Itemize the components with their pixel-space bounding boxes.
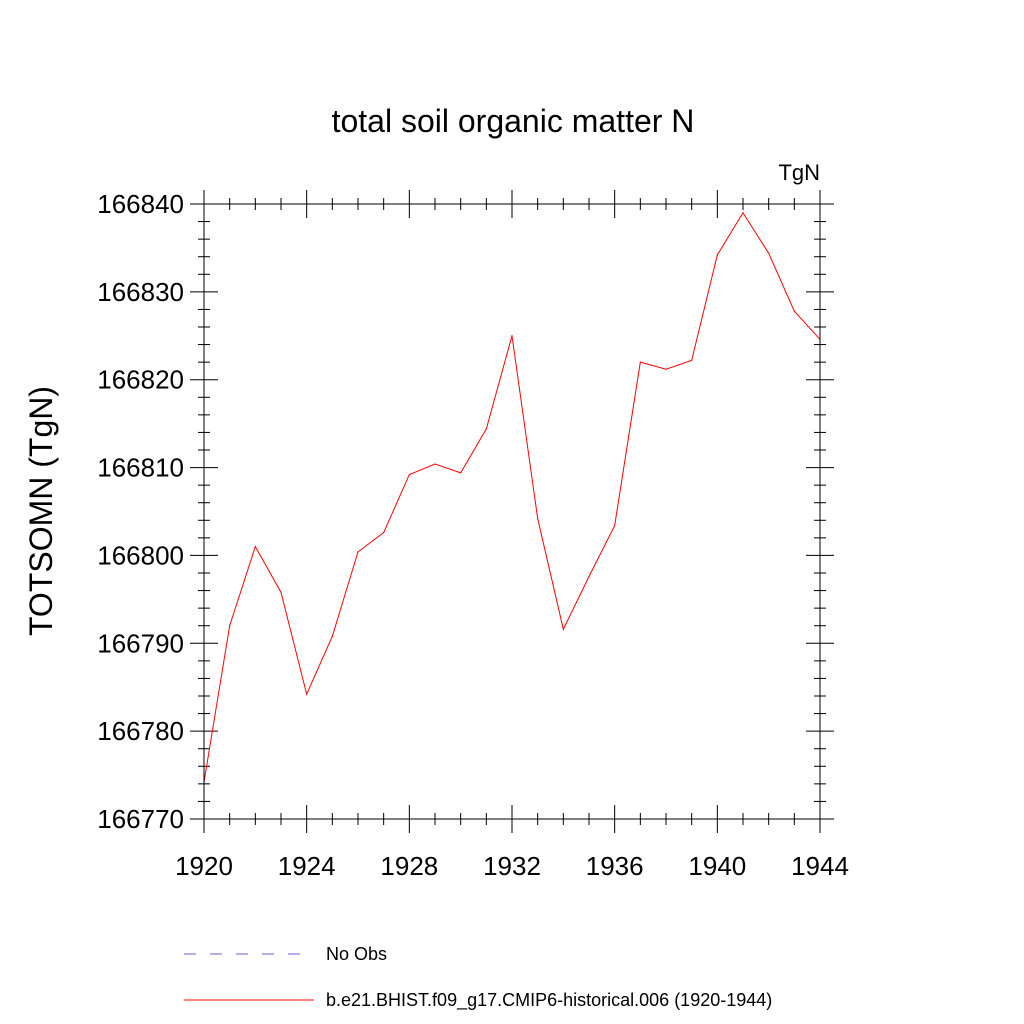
data-point bbox=[716, 254, 718, 256]
legend-label-0: No Obs bbox=[326, 944, 387, 964]
y-tick-labels: 166770 166780 166790 166800 166810 166820 1668… bbox=[97, 189, 184, 834]
y-tick-label: 166770 bbox=[97, 804, 184, 834]
data-point bbox=[357, 551, 359, 553]
legend: No Obs b.e21.BHIST.f09_g17.CMIP6-historic… bbox=[184, 944, 772, 1011]
x-tick-labels: 1920 1924 1928 1932 1936 1940 1944 bbox=[175, 851, 849, 881]
data-point bbox=[691, 359, 693, 361]
data-point bbox=[383, 531, 385, 534]
series-line-0 bbox=[203, 211, 821, 783]
x-tick-label: 1936 bbox=[586, 851, 644, 881]
data-point bbox=[306, 693, 308, 695]
x-tick-label: 1920 bbox=[175, 851, 233, 881]
data-point bbox=[331, 635, 333, 637]
data-point bbox=[460, 472, 462, 474]
y-tick-label: 166810 bbox=[97, 453, 184, 483]
plot-frame bbox=[203, 203, 821, 820]
x-tick-label: 1928 bbox=[380, 851, 438, 881]
data-point bbox=[665, 368, 667, 370]
data-point bbox=[562, 628, 564, 630]
major-ticks bbox=[190, 190, 834, 833]
data-point bbox=[408, 474, 410, 476]
data-point bbox=[614, 524, 616, 527]
data-point bbox=[280, 591, 282, 593]
legend-label-1: b.e21.BHIST.f09_g17.CMIP6-historical.006… bbox=[326, 990, 772, 1011]
data-point bbox=[254, 546, 256, 548]
minor-ticks bbox=[198, 198, 826, 825]
series-layer bbox=[203, 211, 821, 783]
chart-title: total soil organic matter N bbox=[332, 103, 695, 139]
x-tick-label: 1944 bbox=[791, 851, 849, 881]
y-tick-label: 166800 bbox=[97, 540, 184, 570]
data-point bbox=[485, 428, 487, 430]
data-point bbox=[537, 517, 539, 520]
x-tick-label: 1940 bbox=[688, 851, 746, 881]
data-point bbox=[588, 575, 590, 578]
data-point bbox=[768, 252, 770, 254]
y-tick-label: 166840 bbox=[97, 189, 184, 219]
data-point bbox=[793, 310, 795, 312]
data-point bbox=[229, 625, 231, 627]
y-tick-label: 166780 bbox=[97, 716, 184, 746]
y-tick-label: 166820 bbox=[97, 365, 184, 395]
y-axis-label: TOTSOMN (TgN) bbox=[23, 386, 59, 636]
y-tick-label: 166790 bbox=[97, 628, 184, 658]
units-label: TgN bbox=[778, 160, 820, 185]
y-tick-label: 166830 bbox=[97, 277, 184, 307]
x-tick-label: 1932 bbox=[483, 851, 541, 881]
data-point bbox=[639, 361, 641, 363]
data-point bbox=[434, 463, 436, 465]
data-point bbox=[511, 335, 513, 337]
data-point bbox=[742, 212, 744, 214]
x-tick-label: 1924 bbox=[278, 851, 336, 881]
